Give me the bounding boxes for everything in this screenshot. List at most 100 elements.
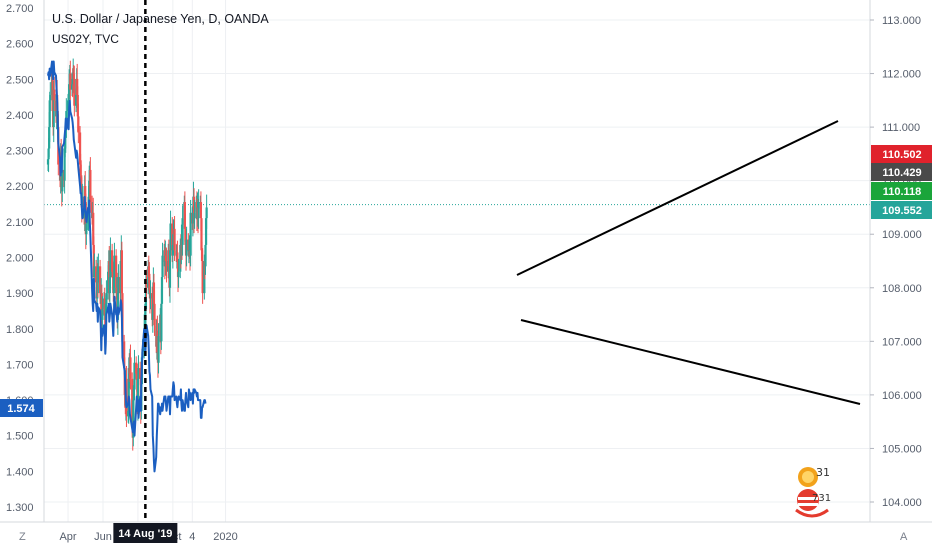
time-axis-tick-label: 2020 <box>213 531 237 543</box>
candle-body <box>191 207 194 224</box>
candle-body <box>95 266 98 283</box>
candle-body <box>127 368 130 411</box>
candle-body <box>63 148 66 181</box>
candle-body <box>151 293 154 320</box>
candle-body <box>76 94 79 117</box>
candle-body <box>113 255 116 278</box>
candle-body <box>80 175 83 187</box>
candle <box>90 195 94 225</box>
time-axis-tick-label: 4 <box>189 531 195 543</box>
candle-body <box>92 212 95 245</box>
candle <box>77 103 80 144</box>
price-tag-label: 109.552 <box>882 205 922 217</box>
candle-body <box>109 250 112 278</box>
candle-body <box>123 341 126 369</box>
zoom-button[interactable]: Z <box>19 531 26 543</box>
candle-body <box>187 239 190 251</box>
candle <box>105 280 108 315</box>
candle <box>92 197 95 254</box>
candle <box>173 216 176 261</box>
candle-body <box>171 244 174 256</box>
candle-body <box>157 335 160 363</box>
left-price-axis[interactable]: 1.3001.4001.5001.6001.7001.8001.9002.000… <box>6 0 45 522</box>
candle-body <box>133 362 136 390</box>
left-axis-tick-label: 2.700 <box>6 3 34 15</box>
candle-body <box>52 89 55 128</box>
left-axis-tick-label: 1.300 <box>6 502 34 514</box>
candle <box>192 188 196 234</box>
candle-body <box>136 378 140 406</box>
trendlines[interactable] <box>144 0 861 522</box>
candle <box>49 82 52 112</box>
candle-body <box>167 250 170 267</box>
candle-body <box>97 266 100 283</box>
candle <box>157 323 160 374</box>
right-axis-tick-label: 112.000 <box>882 69 921 81</box>
candle-body <box>120 250 123 294</box>
candle-body <box>108 261 111 294</box>
time-axis-tick-label: Jun <box>94 531 112 543</box>
candle-body <box>84 186 87 203</box>
candle <box>205 194 208 229</box>
candle <box>69 60 72 101</box>
price-tag: 110.118 <box>871 182 932 200</box>
right-axis-tick-label: 113.000 <box>882 15 921 27</box>
candle <box>109 237 112 288</box>
candle-body <box>144 282 148 310</box>
candle-body <box>153 303 156 326</box>
candle-body <box>68 84 71 95</box>
candle-body <box>90 202 94 219</box>
candle <box>168 241 172 303</box>
candle-body <box>204 218 208 245</box>
candle-body <box>181 218 184 245</box>
candle-body <box>164 255 168 261</box>
candle <box>97 253 100 294</box>
candle-body <box>105 293 108 304</box>
left-axis-tick-label: 2.300 <box>6 146 34 158</box>
candle-body <box>96 271 99 299</box>
upper-trendline[interactable] <box>516 120 839 276</box>
candle <box>147 255 150 290</box>
left-axis-tick-label: 1.700 <box>6 359 34 371</box>
candle <box>78 126 82 172</box>
candle-body <box>161 255 164 278</box>
auto-scale-button[interactable]: A <box>900 531 908 543</box>
candle <box>133 349 136 401</box>
candle-body <box>104 303 107 320</box>
right-axis-tick-label: 107.000 <box>882 336 922 348</box>
price-tag-label: 110.429 <box>882 167 921 179</box>
candle-body <box>169 223 172 251</box>
candle-body <box>132 400 135 438</box>
candle <box>201 248 204 304</box>
right-axis-tick-label: 108.000 <box>882 283 922 295</box>
candle-body <box>73 78 76 106</box>
candle-body <box>193 212 196 219</box>
candle-body <box>108 277 111 294</box>
logo-watermark: 31 731 <box>795 466 831 518</box>
candle <box>103 287 106 328</box>
left-axis-tick-label: 2.200 <box>6 181 34 193</box>
candle-body <box>78 132 82 165</box>
lower-trendline[interactable] <box>520 319 861 405</box>
candle <box>113 242 116 288</box>
candle-body <box>46 159 50 165</box>
candle-body <box>175 250 178 256</box>
candle-body <box>88 180 91 197</box>
candle-body <box>185 239 188 256</box>
price-tag: 110.502 <box>871 145 932 163</box>
candle-body <box>139 368 142 379</box>
price-tag-bg <box>871 201 932 219</box>
candle <box>172 219 175 254</box>
left-axis-tick-label: 1.800 <box>6 324 34 336</box>
left-price-tag-bg <box>0 399 43 417</box>
candle-body <box>172 234 175 245</box>
candle <box>161 242 164 288</box>
candle-body <box>119 261 122 294</box>
candle-body <box>177 271 180 278</box>
candle-body <box>76 78 79 95</box>
right-axis-tick-label: 106.000 <box>882 390 922 402</box>
candle-body <box>143 314 146 331</box>
candle-body <box>152 282 156 304</box>
candle <box>193 199 196 229</box>
